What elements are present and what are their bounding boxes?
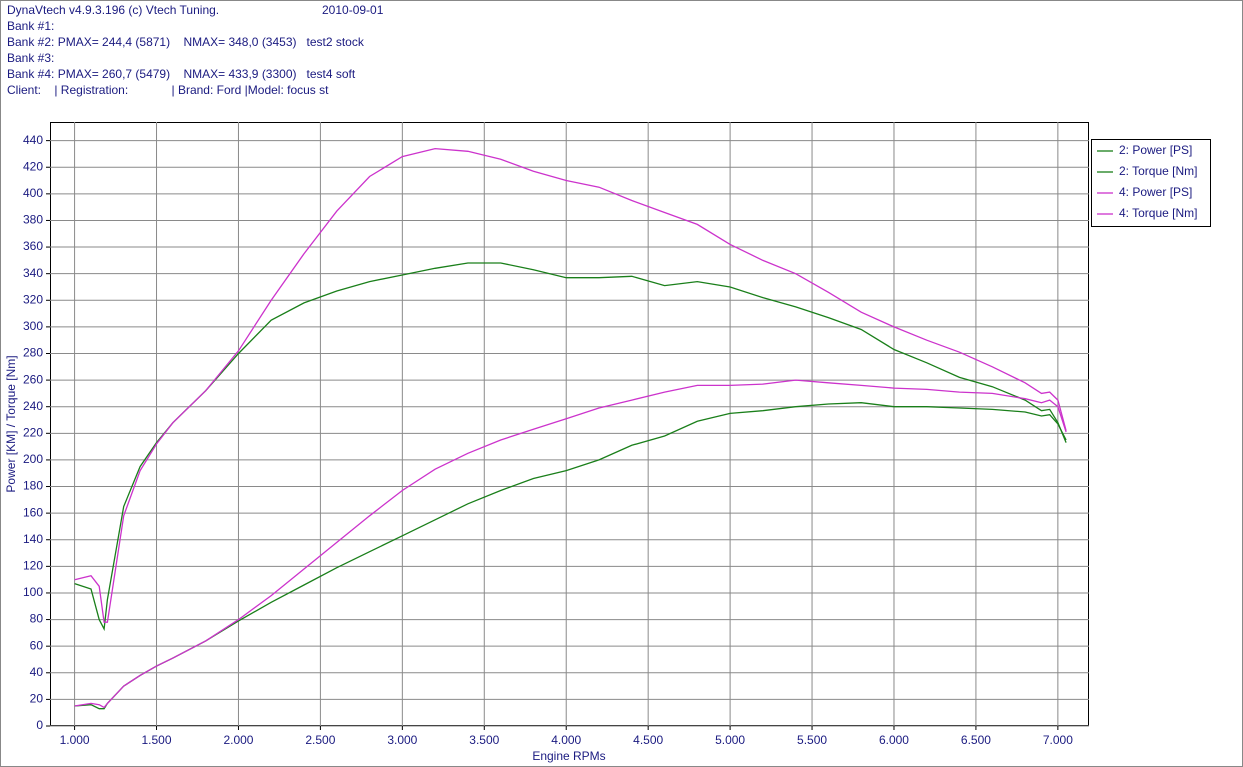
y-tick-label: 400	[23, 186, 43, 200]
y-tick-label: 20	[30, 692, 44, 706]
y-tick-label: 100	[23, 585, 43, 599]
y-tick-label: 280	[23, 346, 43, 360]
x-tick-label: 7.000	[1043, 733, 1073, 747]
y-tick-label: 340	[23, 266, 43, 280]
x-tick-label: 2.500	[305, 733, 335, 747]
header-line: Bank #3:	[7, 51, 54, 65]
y-tick-label: 140	[23, 532, 43, 546]
y-tick-label: 320	[23, 292, 43, 306]
y-tick-label: 80	[30, 612, 44, 626]
header-title: DynaVtech v4.9.3.196 (c) Vtech Tuning.	[7, 3, 219, 17]
legend-label: 2: Power [PS]	[1119, 143, 1192, 157]
legend-label: 4: Torque [Nm]	[1119, 206, 1197, 220]
x-tick-label: 5.500	[797, 733, 827, 747]
x-tick-label: 1.000	[60, 733, 90, 747]
x-tick-label: 6.500	[961, 733, 991, 747]
y-tick-label: 40	[30, 665, 44, 679]
y-tick-label: 420	[23, 159, 43, 173]
y-tick-label: 260	[23, 372, 43, 386]
header-line: Bank #2: PMAX= 244,4 (5871) NMAX= 348,0 …	[7, 35, 365, 49]
y-tick-label: 60	[30, 638, 44, 652]
x-tick-label: 3.500	[469, 733, 499, 747]
x-axis-label: Engine RPMs	[532, 749, 605, 763]
y-tick-label: 200	[23, 452, 43, 466]
y-axis-label: Power [KM] / Torque [Nm]	[4, 355, 18, 492]
header-date: 2010-09-01	[322, 3, 384, 17]
x-tick-label: 4.000	[551, 733, 581, 747]
y-tick-label: 220	[23, 425, 43, 439]
y-tick-label: 120	[23, 559, 43, 573]
y-tick-label: 380	[23, 213, 43, 227]
header-line: Bank #4: PMAX= 260,7 (5479) NMAX= 433,9 …	[7, 67, 356, 81]
plot-area	[50, 122, 1089, 726]
y-tick-label: 440	[23, 133, 43, 147]
series-line	[74, 147, 1067, 623]
legend-label: 4: Power [PS]	[1119, 185, 1192, 199]
y-tick-label: 0	[36, 718, 43, 732]
y-tick-label: 180	[23, 479, 43, 493]
legend	[1091, 139, 1211, 227]
x-tick-label: 3.000	[387, 733, 417, 747]
header-line: Client: | Registration: | Brand: Ford |M…	[7, 83, 329, 97]
x-tick-label: 4.500	[633, 733, 663, 747]
x-tick-label: 2.000	[223, 733, 253, 747]
legend-label: 2: Torque [Nm]	[1119, 164, 1197, 178]
header-line: Bank #1:	[7, 19, 54, 33]
y-tick-label: 360	[23, 239, 43, 253]
x-tick-label: 6.000	[879, 733, 909, 747]
y-tick-label: 300	[23, 319, 43, 333]
y-tick-label: 160	[23, 505, 43, 519]
x-tick-label: 5.000	[715, 733, 745, 747]
series-line	[74, 379, 1067, 709]
series-line	[74, 262, 1067, 632]
y-tick-label: 240	[23, 399, 43, 413]
x-tick-label: 1.500	[142, 733, 172, 747]
